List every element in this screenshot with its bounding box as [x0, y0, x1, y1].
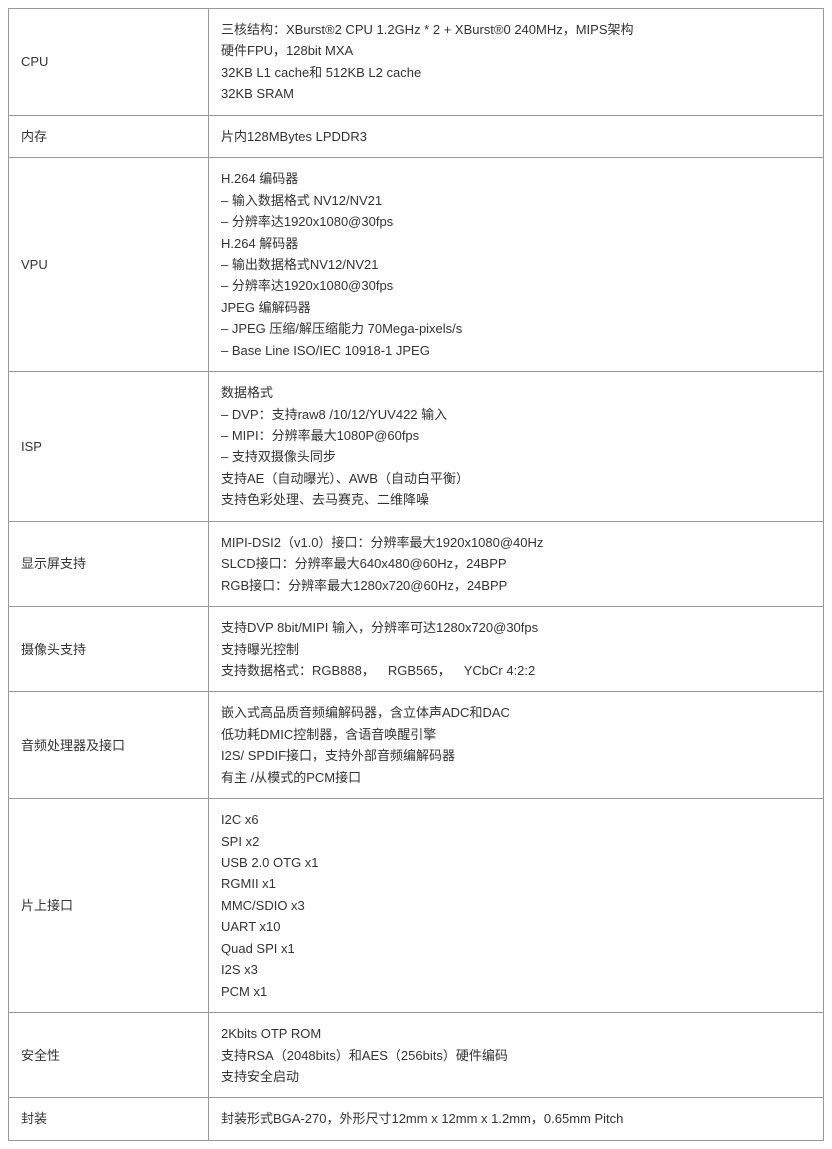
- spec-value-line: H.264 解码器: [221, 233, 811, 254]
- spec-value-line: 32KB SRAM: [221, 83, 811, 104]
- spec-value-line: 支持AE（自动曝光）、AWB（自动白平衡）: [221, 468, 811, 489]
- spec-value-line: 支持DVP 8bit/MIPI 输入，分辨率可达1280x720@30fps: [221, 617, 811, 638]
- spec-value-line: MIPI-DSI2（v1.0）接口：分辨率最大1920x1080@40Hz: [221, 532, 811, 553]
- table-row: 摄像头支持支持DVP 8bit/MIPI 输入，分辨率可达1280x720@30…: [9, 607, 824, 692]
- spec-value: 2Kbits OTP ROM支持RSA（2048bits）和AES（256bit…: [209, 1013, 824, 1098]
- spec-value-line: 支持曝光控制: [221, 639, 811, 660]
- spec-value-line: – DVP：支持raw8 /10/12/YUV422 输入: [221, 404, 811, 425]
- spec-value-line: 硬件FPU，128bit MXA: [221, 40, 811, 61]
- spec-label: 摄像头支持: [9, 607, 209, 692]
- spec-value-line: SPI x2: [221, 831, 811, 852]
- spec-value-line: H.264 编码器: [221, 168, 811, 189]
- spec-value: MIPI-DSI2（v1.0）接口：分辨率最大1920x1080@40HzSLC…: [209, 521, 824, 606]
- spec-value-line: 封装形式BGA-270，外形尺寸12mm x 12mm x 1.2mm，0.65…: [221, 1108, 811, 1129]
- spec-value-line: 2Kbits OTP ROM: [221, 1023, 811, 1044]
- spec-value: 片内128MBytes LPDDR3: [209, 115, 824, 157]
- spec-value-line: 片内128MBytes LPDDR3: [221, 126, 811, 147]
- spec-table: CPU 三核结构：XBurst®2 CPU 1.2GHz * 2 + XBurst…: [8, 8, 824, 1141]
- table-row: 封装封装形式BGA-270，外形尺寸12mm x 12mm x 1.2mm，0.…: [9, 1098, 824, 1140]
- table-row: CPU 三核结构：XBurst®2 CPU 1.2GHz * 2 + XBurst…: [9, 9, 824, 116]
- spec-value-line: – 输入数据格式 NV12/NV21: [221, 190, 811, 211]
- spec-value-line: 支持RSA（2048bits）和AES（256bits）硬件编码: [221, 1045, 811, 1066]
- spec-value-line: – MIPI：分辨率最大1080P@60fps: [221, 425, 811, 446]
- spec-value-line: 32KB L1 cache和 512KB L2 cache: [221, 62, 811, 83]
- spec-label: ISP: [9, 372, 209, 522]
- spec-value-line: 有主 /从模式的PCM接口: [221, 767, 811, 788]
- spec-label: 内存: [9, 115, 209, 157]
- spec-value-line: – JPEG 压缩/解压缩能力 70Mega-pixels/s: [221, 318, 811, 339]
- spec-value-line: SLCD接口：分辨率最大640x480@60Hz，24BPP: [221, 553, 811, 574]
- spec-value-line: PCM x1: [221, 981, 811, 1002]
- spec-value-line: 支持数据格式：RGB888， RGB565， YCbCr 4:2:2: [221, 660, 811, 681]
- spec-value: H.264 编码器– 输入数据格式 NV12/NV21– 分辨率达1920x10…: [209, 158, 824, 372]
- spec-value-line: Quad SPI x1: [221, 938, 811, 959]
- spec-value: 支持DVP 8bit/MIPI 输入，分辨率可达1280x720@30fps支持…: [209, 607, 824, 692]
- spec-value: 三核结构：XBurst®2 CPU 1.2GHz * 2 + XBurst®0 …: [209, 9, 824, 116]
- table-row: ISP数据格式– DVP：支持raw8 /10/12/YUV422 输入– MI…: [9, 372, 824, 522]
- spec-value: 数据格式– DVP：支持raw8 /10/12/YUV422 输入– MIPI：…: [209, 372, 824, 522]
- table-row: 显示屏支持MIPI-DSI2（v1.0）接口：分辨率最大1920x1080@40…: [9, 521, 824, 606]
- table-row: 片上接口I2C x6SPI x2USB 2.0 OTG x1RGMII x1MM…: [9, 799, 824, 1013]
- spec-label: 封装: [9, 1098, 209, 1140]
- spec-value-line: – Base Line ISO/IEC 10918-1 JPEG: [221, 340, 811, 361]
- spec-table-body: CPU 三核结构：XBurst®2 CPU 1.2GHz * 2 + XBurst…: [9, 9, 824, 1141]
- spec-value-line: I2S x3: [221, 959, 811, 980]
- spec-value-line: MMC/SDIO x3: [221, 895, 811, 916]
- spec-value-line: 支持安全启动: [221, 1066, 811, 1087]
- spec-value-line: – 输出数据格式NV12/NV21: [221, 254, 811, 275]
- spec-label: 音频处理器及接口: [9, 692, 209, 799]
- spec-label: 片上接口: [9, 799, 209, 1013]
- spec-value: I2C x6SPI x2USB 2.0 OTG x1RGMII x1MMC/SD…: [209, 799, 824, 1013]
- spec-value-line: I2C x6: [221, 809, 811, 830]
- spec-value-line: JPEG 编解码器: [221, 297, 811, 318]
- spec-value-line: RGMII x1: [221, 873, 811, 894]
- spec-value-line: 嵌入式高品质音频编解码器，含立体声ADC和DAC: [221, 702, 811, 723]
- spec-value-line: 数据格式: [221, 382, 811, 403]
- table-row: 内存片内128MBytes LPDDR3: [9, 115, 824, 157]
- spec-label: VPU: [9, 158, 209, 372]
- spec-value-line: 低功耗DMIC控制器，含语音唤醒引擎: [221, 724, 811, 745]
- spec-value-line: I2S/ SPDIF接口，支持外部音频编解码器: [221, 745, 811, 766]
- spec-value-line: – 分辨率达1920x1080@30fps: [221, 211, 811, 232]
- spec-label: 显示屏支持: [9, 521, 209, 606]
- spec-value-line: 支持色彩处理、去马赛克、二维降噪: [221, 489, 811, 510]
- spec-label: 安全性: [9, 1013, 209, 1098]
- spec-value: 封装形式BGA-270，外形尺寸12mm x 12mm x 1.2mm，0.65…: [209, 1098, 824, 1140]
- spec-value-line: UART x10: [221, 916, 811, 937]
- spec-value-line: – 支持双摄像头同步: [221, 446, 811, 467]
- spec-value: 嵌入式高品质音频编解码器，含立体声ADC和DAC低功耗DMIC控制器，含语音唤醒…: [209, 692, 824, 799]
- table-row: 音频处理器及接口嵌入式高品质音频编解码器，含立体声ADC和DAC低功耗DMIC控…: [9, 692, 824, 799]
- spec-value-line: USB 2.0 OTG x1: [221, 852, 811, 873]
- spec-value-line: RGB接口：分辨率最大1280x720@60Hz，24BPP: [221, 575, 811, 596]
- table-row: VPUH.264 编码器– 输入数据格式 NV12/NV21– 分辨率达1920…: [9, 158, 824, 372]
- spec-value-line: 三核结构：XBurst®2 CPU 1.2GHz * 2 + XBurst®0 …: [221, 19, 811, 40]
- spec-value-line: – 分辨率达1920x1080@30fps: [221, 275, 811, 296]
- spec-label: CPU: [9, 9, 209, 116]
- table-row: 安全性2Kbits OTP ROM支持RSA（2048bits）和AES（256…: [9, 1013, 824, 1098]
